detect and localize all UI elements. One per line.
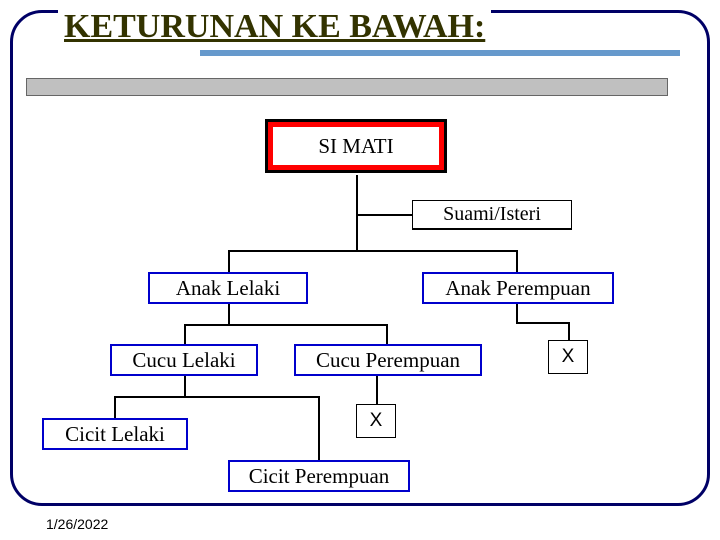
connector: [184, 376, 186, 396]
node-greatgrandson: Cicit Lelaki: [42, 418, 188, 450]
node-daughter: Anak Perempuan: [422, 272, 614, 304]
connector: [228, 250, 518, 252]
connector: [114, 396, 320, 398]
connector: [516, 250, 518, 272]
connector: [114, 396, 116, 418]
grey-bar: [26, 78, 668, 96]
node-granddaughter: Cucu Perempuan: [294, 344, 482, 376]
node-x-right: X: [548, 340, 588, 374]
connector: [318, 396, 320, 460]
connector: [228, 250, 230, 272]
node-x-mid: X: [356, 404, 396, 438]
connector: [386, 324, 388, 344]
node-label: Anak Perempuan: [445, 276, 590, 301]
connector: [184, 324, 186, 344]
accent-bar: [200, 50, 680, 56]
node-grandson: Cucu Lelaki: [110, 344, 258, 376]
connector: [184, 324, 388, 326]
node-son: Anak Lelaki: [148, 272, 308, 304]
node-spouse: Suami/Isteri: [412, 200, 572, 230]
node-label: Cucu Perempuan: [316, 348, 460, 373]
node-greatgranddaughter: Cicit Perempuan: [228, 460, 410, 492]
node-label: Suami/Isteri: [443, 203, 541, 226]
node-label: X: [370, 410, 383, 432]
node-label: SI MATI: [318, 134, 393, 159]
connector: [568, 322, 570, 340]
connector: [516, 322, 570, 324]
node-label: Cicit Perempuan: [249, 464, 390, 489]
node-label: Cucu Lelaki: [132, 348, 235, 373]
connector: [356, 214, 412, 216]
connector: [376, 376, 378, 404]
connector: [516, 304, 518, 322]
slide-date: 1/26/2022: [46, 516, 108, 532]
page-title: KETURUNAN KE BAWAH:: [58, 8, 491, 46]
node-label: Cicit Lelaki: [65, 422, 165, 447]
connector: [356, 175, 358, 250]
node-label: Anak Lelaki: [176, 276, 280, 301]
node-root: SI MATI: [268, 122, 444, 170]
connector: [228, 304, 230, 324]
node-label: X: [562, 346, 575, 368]
